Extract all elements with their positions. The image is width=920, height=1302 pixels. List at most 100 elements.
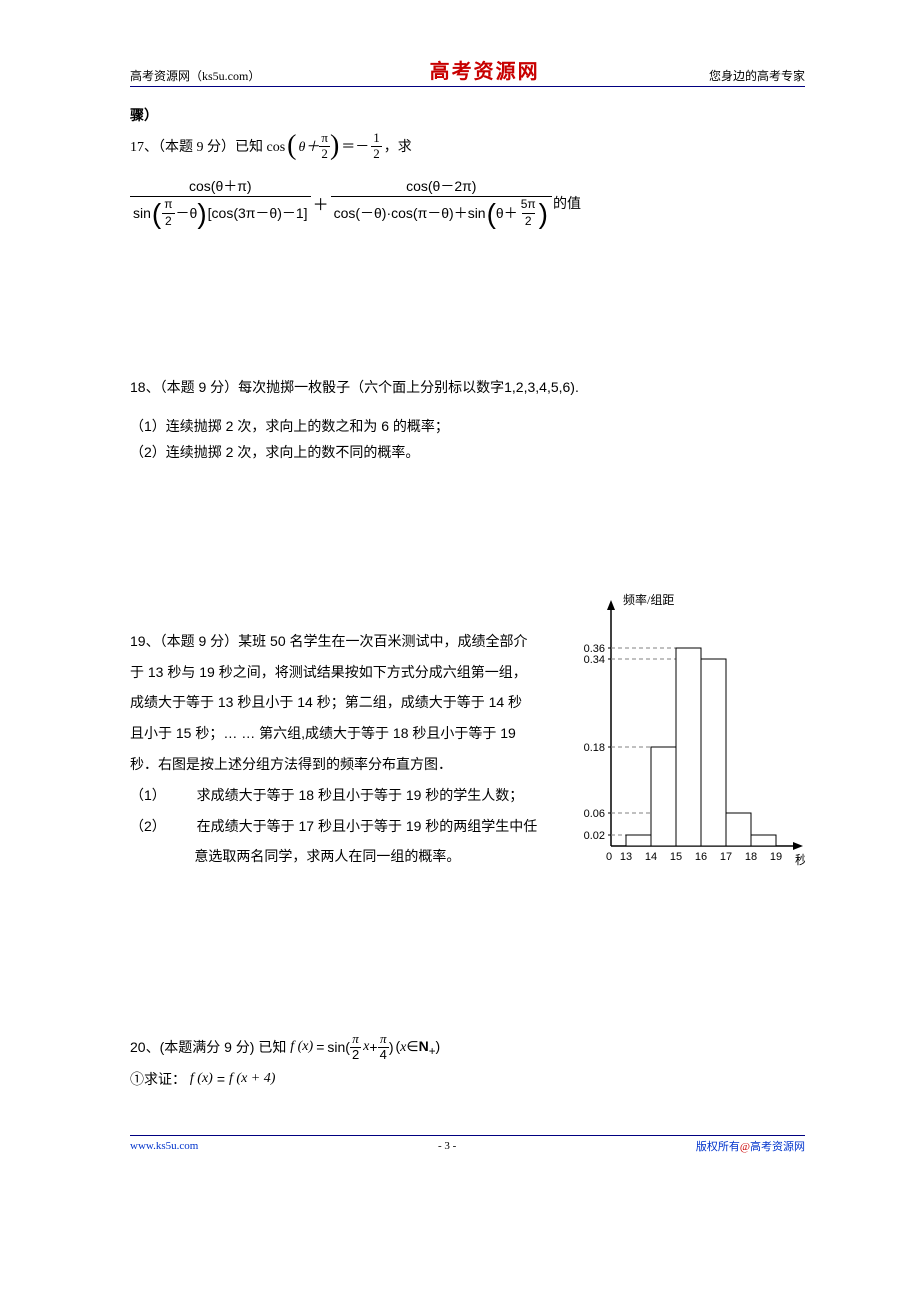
p19-s2b: 在成绩大于等于 17 秒且小于等于 19 秒的两组学生中任 <box>197 818 538 834</box>
problem-17: 骤） 17、（本题 9 分）已知 cos θ＋ π 2 ＝－ 1 2 ，求 co… <box>130 105 805 229</box>
p19-t1: 19、（本题 9 分）某班 50 名学生在一次百米测试中，成绩全部介 <box>130 626 551 657</box>
p20-fx: f (x) <box>290 1032 313 1063</box>
p19-s1b: 求成绩大于等于 18 秒且小于等于 19 秒的学生人数； <box>197 787 524 803</box>
p20-line1: 20、(本题满分 9 分) 已知 f (x) = sin( π 2 x + π … <box>130 1031 805 1064</box>
histogram-chart: 频率/组距0.360.340.180.060.02013141516171819… <box>561 586 805 876</box>
footer-right-a: 版权所有 <box>696 1141 740 1153</box>
p17-pi: π <box>319 131 330 146</box>
p20-four: 4 <box>378 1047 389 1063</box>
svg-text:秒: 秒 <box>795 853 805 867</box>
p17-den2-5po2: 5π 2 <box>518 198 539 229</box>
page-header: 高考资源网（ks5u.com） 高考资源网 您身边的高考专家 <box>130 55 805 87</box>
p17-prefix: 17、（本题 9 分）已知 cos <box>130 136 285 156</box>
footer-at: @ <box>740 1141 750 1153</box>
svg-text:16: 16 <box>695 851 707 863</box>
p19-s2c-row: 意选取两名同学，求两人在同一组的概率。 <box>130 841 551 872</box>
svg-text:0: 0 <box>606 851 612 863</box>
problem-19-wrap: 19、（本题 9 分）某班 50 名学生在一次百米测试中，成绩全部介 于 13 … <box>130 626 805 876</box>
svg-text:频率/组距: 频率/组距 <box>623 592 674 607</box>
p17-two-b: 2 <box>371 146 382 162</box>
p20-rhs: f (x + 4) <box>229 1064 275 1095</box>
p17-den2-two: 2 <box>522 213 535 229</box>
header-left: 高考资源网（ks5u.com） <box>130 67 260 84</box>
header-right: 您身边的高考专家 <box>709 67 805 84</box>
p20-fx2: f (x) <box>190 1064 213 1095</box>
p20-eq: = <box>316 1032 324 1063</box>
p18-subs: （1）连续抛掷 2 次，求向上的数之和为 6 的概率； （2）连续抛掷 2 次，… <box>130 413 805 466</box>
p20-a: 20、(本题满分 9 分) 已知 <box>130 1032 286 1063</box>
continued-marker: 骤） <box>130 105 805 125</box>
svg-text:0.06: 0.06 <box>584 808 605 820</box>
p18-stem: 18、（本题 9 分）每次抛掷一枚骰子（六个面上分别标以数字1,2,3,4,5,… <box>130 374 805 401</box>
p20-eq2: = <box>217 1064 225 1095</box>
p20-line2: ①求证： f (x) = f (x + 4) <box>130 1064 805 1095</box>
p17-one-half: 1 2 <box>371 131 382 162</box>
p20-close: ) <box>389 1032 394 1063</box>
p17-den1-two: 2 <box>162 213 175 229</box>
p19-t4: 且小于 15 秒；… … 第六组,成绩大于等于 18 秒且小于等于 19 <box>130 718 551 749</box>
svg-text:18: 18 <box>745 851 757 863</box>
p17-line1: 17、（本题 9 分）已知 cos θ＋ π 2 ＝－ 1 2 ，求 <box>130 131 805 162</box>
p17-num2: cos(θ－2π) <box>403 178 479 197</box>
p19-s1: （1） 求成绩大于等于 18 秒且小于等于 19 秒的学生人数； <box>130 780 551 811</box>
footer-right: 版权所有@高考资源网 <box>696 1138 805 1154</box>
p17-den2-5pi: 5π <box>518 198 539 213</box>
svg-text:15: 15 <box>670 851 682 863</box>
p17-den2-paren: θ＋ 5π 2 <box>487 198 548 229</box>
svg-text:0.18: 0.18 <box>584 742 605 754</box>
p17-den1-mtheta: －θ <box>176 205 198 223</box>
svg-text:19: 19 <box>770 851 782 863</box>
p17-pi-over-2: π 2 <box>319 131 330 162</box>
p19-s2c: 意选取两名同学，求两人在同一组的概率。 <box>194 848 460 864</box>
p19-t3: 成绩大于等于 13 秒且小于 14 秒；第二组，成绩大于等于 14 秒 <box>130 687 551 718</box>
p17-two: 2 <box>319 146 330 162</box>
p17-frac1: cos(θ＋π) sin π 2 －θ [cos(3π－θ)－1] <box>130 178 311 229</box>
svg-text:17: 17 <box>720 851 732 863</box>
p17-plus: ＋ <box>313 191 329 215</box>
p17-den1-pi: π <box>161 198 175 213</box>
p19-t2: 于 13 秒与 19 秒之间，将测试结果按如下方式分成六组第一组， <box>130 657 551 688</box>
page-footer: www.ks5u.com - 3 - 版权所有@高考资源网 <box>130 1135 805 1154</box>
p20-pi1: π <box>350 1032 361 1047</box>
p20-pi2: π <box>378 1032 389 1047</box>
p17-eq: ＝－ <box>341 136 369 156</box>
p17-den1-po2: π 2 <box>161 198 175 229</box>
p20-pi4: π 4 <box>378 1032 389 1063</box>
problem-20: 20、(本题满分 9 分) 已知 f (x) = sin( π 2 x + π … <box>130 1031 805 1095</box>
p19-s2a: （2） <box>130 818 166 834</box>
p20-pi2a: π 2 <box>350 1032 361 1063</box>
p17-one: 1 <box>371 131 382 146</box>
p19-s1a: （1） <box>130 787 166 803</box>
p18-s1: （1）连续抛掷 2 次，求向上的数之和为 6 的概率； <box>130 413 805 440</box>
svg-text:0.34: 0.34 <box>584 654 605 666</box>
svg-text:13: 13 <box>620 851 632 863</box>
p20-sin: sin( <box>327 1032 350 1063</box>
p19-s2: （2） 在成绩大于等于 17 秒且小于等于 19 秒的两组学生中任 <box>130 811 551 842</box>
problem-19-text: 19、（本题 9 分）某班 50 名学生在一次百米测试中，成绩全部介 于 13 … <box>130 626 551 872</box>
p17-den2-a: cos(－θ)·cos(π－θ)＋sin <box>334 205 486 223</box>
p20-cond: (x∈N+) <box>395 1031 440 1064</box>
p17-comma-qiu: ，求 <box>384 136 412 156</box>
histogram-svg: 频率/组距0.360.340.180.060.02013141516171819… <box>561 586 805 876</box>
footer-left: www.ks5u.com <box>130 1140 198 1152</box>
svg-text:14: 14 <box>645 851 657 863</box>
p20-l2a: ①求证： <box>130 1064 186 1095</box>
p20-plus: + <box>369 1032 377 1063</box>
p17-frac2: cos(θ－2π) cos(－θ)·cos(π－θ)＋sin θ＋ 5π 2 <box>331 178 552 229</box>
footer-center: - 3 - <box>438 1140 456 1152</box>
p17-den1-rest: [cos(3π－θ)－1] <box>208 205 308 223</box>
p17-den2-theta: θ＋ <box>496 205 518 223</box>
p17-theta-plus: θ＋ <box>299 136 320 156</box>
svg-text:0.02: 0.02 <box>584 830 605 842</box>
p17-den1-paren: π 2 －θ <box>152 198 207 229</box>
p20-two: 2 <box>350 1047 361 1063</box>
p17-den1-sin: sin <box>133 205 151 223</box>
p17-den1: sin π 2 －θ [cos(3π－θ)－1] <box>130 196 311 229</box>
p17-paren: θ＋ π 2 <box>287 131 339 162</box>
p19-t5: 秒．右图是按上述分组方法得到的频率分布直方图． <box>130 749 551 780</box>
p17-den2: cos(－θ)·cos(π－θ)＋sin θ＋ 5π 2 <box>331 196 552 229</box>
p17-dezhi: 的值 <box>553 193 581 213</box>
p17-num1: cos(θ＋π) <box>186 178 255 197</box>
footer-right-b: 高考资源网 <box>750 1141 805 1153</box>
p17-expression: cos(θ＋π) sin π 2 －θ [cos(3π－θ)－1] ＋ cos(… <box>130 178 805 229</box>
